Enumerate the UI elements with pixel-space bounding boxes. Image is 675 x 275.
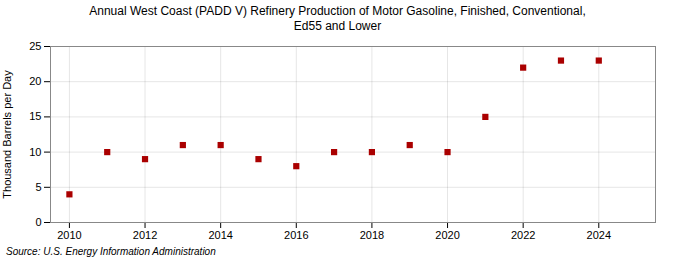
svg-text:15: 15 bbox=[29, 110, 41, 122]
svg-text:2016: 2016 bbox=[284, 229, 308, 241]
svg-text:Thousand Barrels per Day: Thousand Barrels per Day bbox=[1, 70, 13, 199]
svg-text:10: 10 bbox=[29, 146, 41, 158]
svg-text:2014: 2014 bbox=[208, 229, 232, 241]
html-text:Annual West Coast (PADD V) Ref: Annual West Coast (PADD V) Refinery Prod… bbox=[89, 4, 586, 33]
svg-text:25: 25 bbox=[29, 40, 41, 52]
svg-text:2020: 2020 bbox=[435, 229, 459, 241]
svg-text:2012: 2012 bbox=[133, 229, 157, 241]
svg-text:2022: 2022 bbox=[511, 229, 535, 241]
svg-text:0: 0 bbox=[35, 216, 41, 228]
html-text:Source: U.S. Energy Informatio: Source: U.S. Energy Information Administ… bbox=[6, 246, 216, 257]
svg-text:2018: 2018 bbox=[360, 229, 384, 241]
svg-text:5: 5 bbox=[35, 181, 41, 193]
svg-text:20: 20 bbox=[29, 75, 41, 87]
svg-text:2010: 2010 bbox=[57, 229, 81, 241]
svg-text:2024: 2024 bbox=[587, 229, 611, 241]
